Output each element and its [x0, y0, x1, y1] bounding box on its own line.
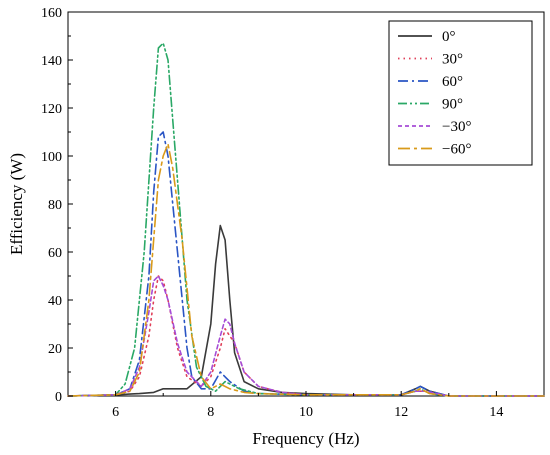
series-lines — [67, 42, 545, 397]
x-tick-label: 6 — [112, 405, 119, 420]
legend-box — [388, 20, 533, 166]
x-tick-label: 8 — [207, 405, 214, 420]
y-tick-label: 160 — [41, 6, 62, 21]
y-axis: 0 20 40 60 80 100 120 140 160 — [41, 6, 73, 405]
y-tick-label: 80 — [48, 198, 62, 213]
y-tick-label: 20 — [48, 342, 62, 357]
legend-label: 90° — [442, 97, 463, 113]
series-line-1 — [67, 275, 545, 397]
legend-label: 30° — [442, 52, 463, 68]
y-tick-label: 140 — [41, 54, 62, 69]
series-line-5 — [67, 143, 545, 397]
legend: 0° 30° 60° 90° −30° −60° — [388, 20, 533, 166]
y-axis-label: Efficiency (W) — [7, 153, 26, 255]
y-tick-label: 100 — [41, 150, 62, 165]
x-axis: 6 8 10 12 14 — [112, 391, 503, 420]
series-line-2 — [67, 131, 545, 397]
legend-label: −30° — [442, 119, 471, 135]
y-tick-label: 60 — [48, 246, 62, 261]
y-tick-label: 40 — [48, 294, 62, 309]
legend-label: 0° — [442, 29, 456, 45]
legend-label: 60° — [442, 74, 463, 90]
series-line-0 — [67, 224, 545, 397]
legend-label: −60° — [442, 142, 471, 158]
x-tick-label: 14 — [489, 405, 503, 420]
legend-entries: 0° 30° 60° 90° −30° −60° — [398, 29, 471, 158]
x-axis-label: Frequency (Hz) — [252, 429, 359, 448]
y-tick-label: 120 — [41, 102, 62, 117]
x-tick-label: 12 — [394, 405, 408, 420]
y-tick-label: 0 — [55, 390, 62, 405]
x-tick-label: 10 — [299, 405, 313, 420]
